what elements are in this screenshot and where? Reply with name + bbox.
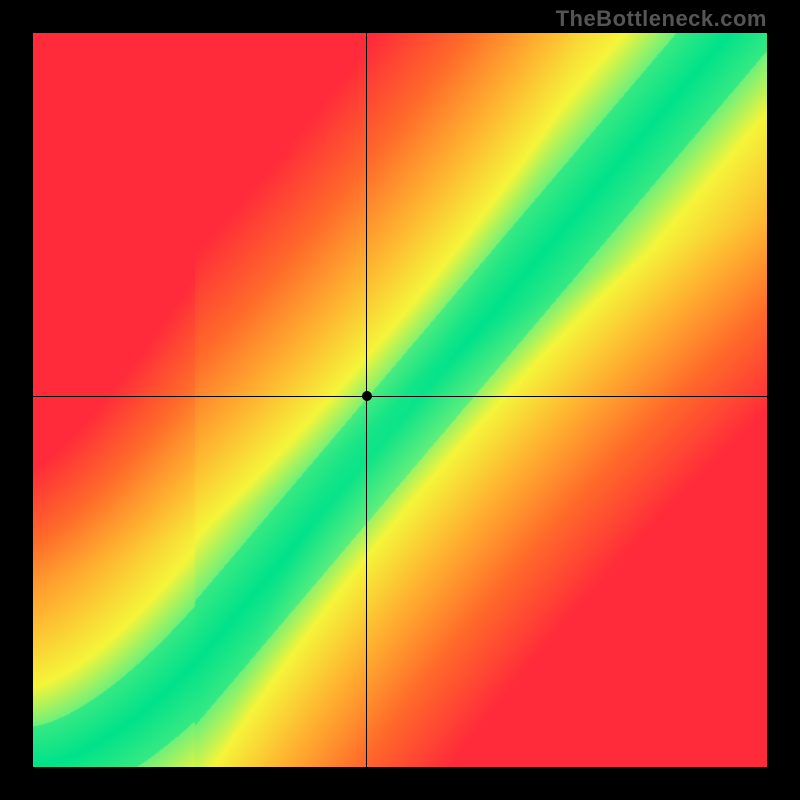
crosshair-horizontal xyxy=(33,396,767,397)
watermark-text: TheBottleneck.com xyxy=(556,6,767,32)
plot-area xyxy=(33,33,767,767)
heatmap-canvas xyxy=(33,33,767,767)
